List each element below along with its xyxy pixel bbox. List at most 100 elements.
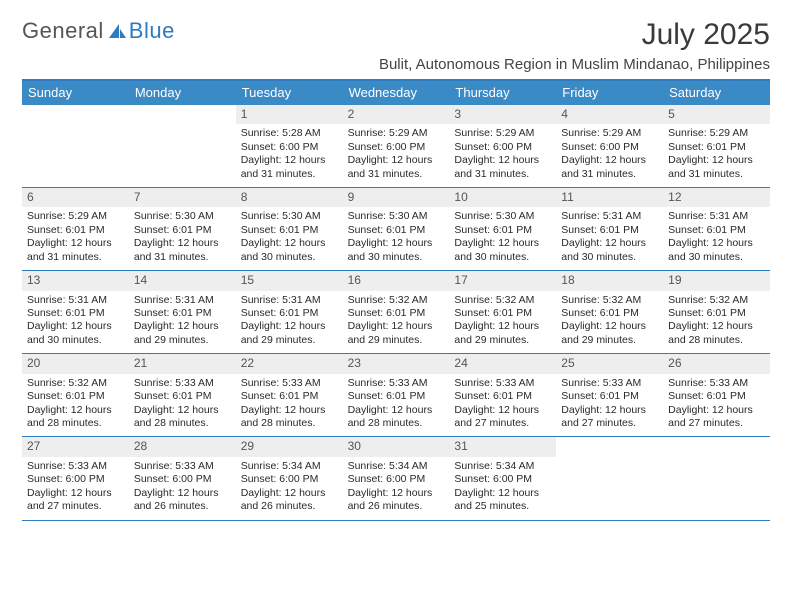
calendar-grid: SundayMondayTuesdayWednesdayThursdayFrid…	[22, 79, 770, 521]
info-line: Sunset: 6:01 PM	[561, 390, 658, 403]
info-line: Daylight: 12 hours and 31 minutes.	[134, 237, 231, 264]
day-info: Sunrise: 5:32 AMSunset: 6:01 PMDaylight:…	[453, 294, 552, 348]
day-cell: 18Sunrise: 5:32 AMSunset: 6:01 PMDayligh…	[556, 271, 663, 353]
info-line: Sunrise: 5:31 AM	[134, 294, 231, 307]
info-line: Daylight: 12 hours and 28 minutes.	[668, 320, 765, 347]
info-line: Sunrise: 5:30 AM	[134, 210, 231, 223]
info-line: Daylight: 12 hours and 28 minutes.	[348, 404, 445, 431]
info-line: Sunrise: 5:30 AM	[348, 210, 445, 223]
day-number: 16	[343, 271, 450, 290]
info-line: Daylight: 12 hours and 31 minutes.	[348, 154, 445, 181]
day-info: Sunrise: 5:28 AMSunset: 6:00 PMDaylight:…	[240, 127, 339, 181]
day-cell	[22, 105, 129, 187]
sail-icon	[107, 22, 127, 40]
info-line: Sunrise: 5:31 AM	[27, 294, 124, 307]
day-number: 28	[129, 437, 236, 456]
day-info: Sunrise: 5:31 AMSunset: 6:01 PMDaylight:…	[560, 210, 659, 264]
day-info: Sunrise: 5:30 AMSunset: 6:01 PMDaylight:…	[453, 210, 552, 264]
day-cell: 22Sunrise: 5:33 AMSunset: 6:01 PMDayligh…	[236, 354, 343, 436]
day-number: 23	[343, 354, 450, 373]
info-line: Sunset: 6:01 PM	[134, 390, 231, 403]
info-line: Sunset: 6:01 PM	[561, 224, 658, 237]
day-number: 5	[663, 105, 770, 124]
info-line: Sunrise: 5:30 AM	[454, 210, 551, 223]
info-line: Daylight: 12 hours and 31 minutes.	[241, 154, 338, 181]
day-number: 22	[236, 354, 343, 373]
day-cell: 30Sunrise: 5:34 AMSunset: 6:00 PMDayligh…	[343, 437, 450, 519]
week-row: 13Sunrise: 5:31 AMSunset: 6:01 PMDayligh…	[22, 271, 770, 354]
day-number: 24	[449, 354, 556, 373]
info-line: Daylight: 12 hours and 30 minutes.	[27, 320, 124, 347]
day-number: 26	[663, 354, 770, 373]
info-line: Sunset: 6:00 PM	[134, 473, 231, 486]
brand-word2: Blue	[129, 18, 175, 44]
info-line: Daylight: 12 hours and 27 minutes.	[454, 404, 551, 431]
day-info: Sunrise: 5:33 AMSunset: 6:01 PMDaylight:…	[560, 377, 659, 431]
info-line: Sunrise: 5:31 AM	[561, 210, 658, 223]
day-number: 10	[449, 188, 556, 207]
info-line: Sunrise: 5:31 AM	[241, 294, 338, 307]
info-line: Sunrise: 5:33 AM	[561, 377, 658, 390]
day-info: Sunrise: 5:29 AMSunset: 6:00 PMDaylight:…	[560, 127, 659, 181]
info-line: Daylight: 12 hours and 26 minutes.	[348, 487, 445, 514]
day-cell: 31Sunrise: 5:34 AMSunset: 6:00 PMDayligh…	[449, 437, 556, 519]
day-info: Sunrise: 5:30 AMSunset: 6:01 PMDaylight:…	[133, 210, 232, 264]
info-line: Sunset: 6:01 PM	[348, 224, 445, 237]
info-line: Sunset: 6:01 PM	[454, 224, 551, 237]
info-line: Sunset: 6:01 PM	[27, 307, 124, 320]
week-row: 20Sunrise: 5:32 AMSunset: 6:01 PMDayligh…	[22, 354, 770, 437]
info-line: Sunset: 6:01 PM	[668, 307, 765, 320]
day-number: 7	[129, 188, 236, 207]
info-line: Sunset: 6:01 PM	[241, 390, 338, 403]
day-cell: 27Sunrise: 5:33 AMSunset: 6:00 PMDayligh…	[22, 437, 129, 519]
info-line: Sunset: 6:01 PM	[348, 307, 445, 320]
brand-logo: General Blue	[22, 18, 175, 44]
info-line: Daylight: 12 hours and 31 minutes.	[454, 154, 551, 181]
day-info: Sunrise: 5:33 AMSunset: 6:01 PMDaylight:…	[667, 377, 766, 431]
info-line: Sunrise: 5:33 AM	[348, 377, 445, 390]
info-line: Daylight: 12 hours and 29 minutes.	[134, 320, 231, 347]
day-number: 20	[22, 354, 129, 373]
info-line: Sunrise: 5:33 AM	[27, 460, 124, 473]
info-line: Sunrise: 5:34 AM	[241, 460, 338, 473]
week-row: 1 Sunrise: 5:28 AMSunset: 6:00 PMDaylight…	[22, 105, 770, 188]
info-line: Sunrise: 5:33 AM	[134, 377, 231, 390]
info-line: Sunset: 6:01 PM	[27, 224, 124, 237]
info-line: Daylight: 12 hours and 30 minutes.	[668, 237, 765, 264]
info-line: Daylight: 12 hours and 30 minutes.	[454, 237, 551, 264]
day-info: Sunrise: 5:31 AMSunset: 6:01 PMDaylight:…	[26, 294, 125, 348]
day-number: 19	[663, 271, 770, 290]
info-line: Sunset: 6:01 PM	[241, 224, 338, 237]
day-number: 1	[236, 105, 343, 124]
info-line: Sunrise: 5:32 AM	[454, 294, 551, 307]
day-cell: 16Sunrise: 5:32 AMSunset: 6:01 PMDayligh…	[343, 271, 450, 353]
day-cell: 5Sunrise: 5:29 AMSunset: 6:01 PMDaylight…	[663, 105, 770, 187]
day-cell: 12Sunrise: 5:31 AMSunset: 6:01 PMDayligh…	[663, 188, 770, 270]
info-line: Sunset: 6:00 PM	[241, 141, 338, 154]
day-info: Sunrise: 5:29 AMSunset: 6:01 PMDaylight:…	[26, 210, 125, 264]
day-cell: 11Sunrise: 5:31 AMSunset: 6:01 PMDayligh…	[556, 188, 663, 270]
day-number: 4	[556, 105, 663, 124]
day-cell	[129, 105, 236, 187]
info-line: Daylight: 12 hours and 27 minutes.	[561, 404, 658, 431]
day-header: Sunday	[22, 81, 129, 105]
info-line: Sunrise: 5:31 AM	[668, 210, 765, 223]
day-cell	[663, 437, 770, 519]
day-number: 14	[129, 271, 236, 290]
info-line: Sunset: 6:01 PM	[668, 141, 765, 154]
day-number: 9	[343, 188, 450, 207]
day-header: Friday	[556, 81, 663, 105]
info-line: Daylight: 12 hours and 28 minutes.	[241, 404, 338, 431]
day-number: 17	[449, 271, 556, 290]
info-line: Sunset: 6:00 PM	[561, 141, 658, 154]
info-line: Sunset: 6:01 PM	[454, 390, 551, 403]
info-line: Daylight: 12 hours and 28 minutes.	[27, 404, 124, 431]
info-line: Sunset: 6:00 PM	[27, 473, 124, 486]
day-cell: 10 Sunrise: 5:30 AMSunset: 6:01 PMDayligh…	[449, 188, 556, 270]
info-line: Sunset: 6:00 PM	[348, 141, 445, 154]
day-cell: 15Sunrise: 5:31 AMSunset: 6:01 PMDayligh…	[236, 271, 343, 353]
info-line: Daylight: 12 hours and 27 minutes.	[668, 404, 765, 431]
day-number	[129, 105, 236, 124]
day-cell: 4 Sunrise: 5:29 AMSunset: 6:00 PMDaylight…	[556, 105, 663, 187]
week-row: 6Sunrise: 5:29 AMSunset: 6:01 PMDaylight…	[22, 188, 770, 271]
